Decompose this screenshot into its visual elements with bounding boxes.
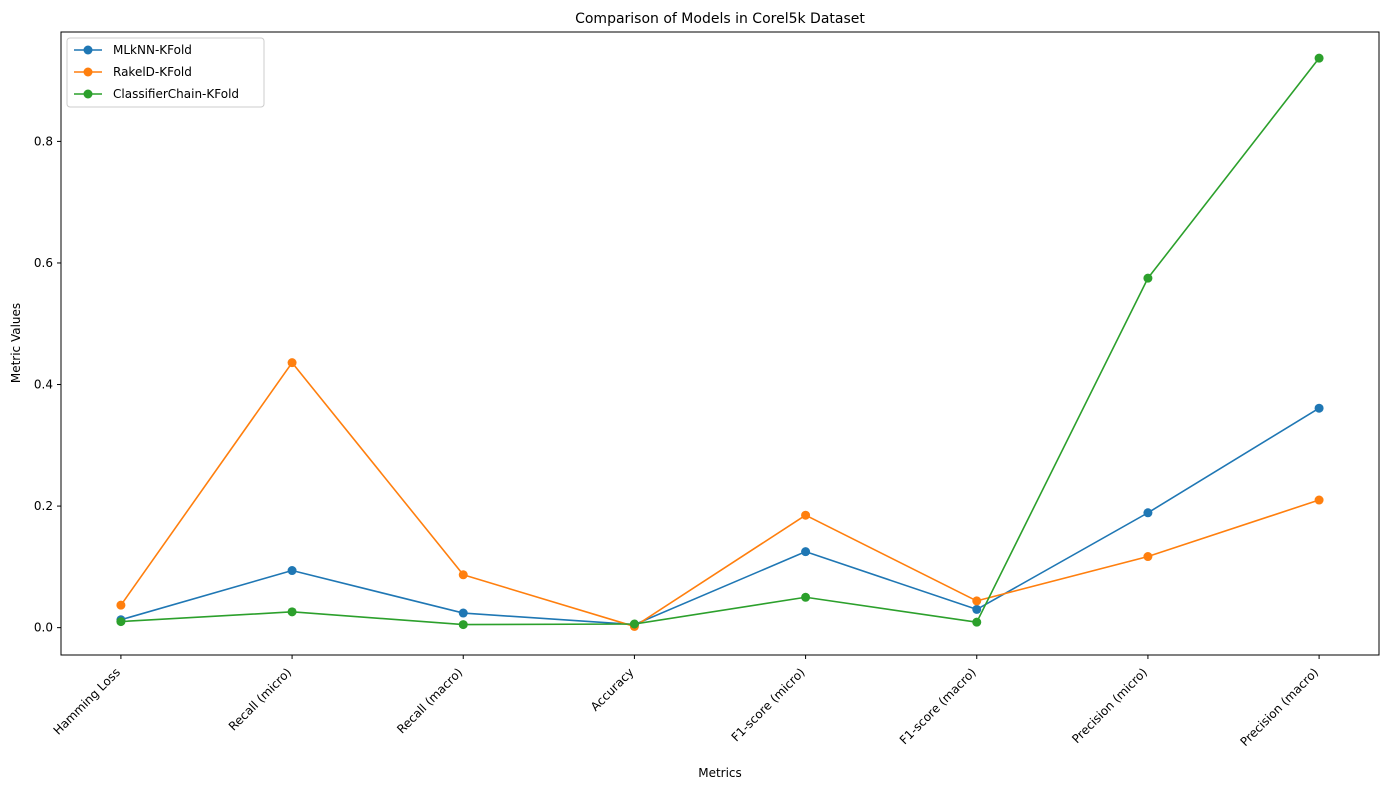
legend-label: MLkNN-KFold xyxy=(113,43,192,57)
y-tick-label: 0.0 xyxy=(34,621,53,635)
data-point xyxy=(1143,508,1153,518)
y-axis-label: Metric Values xyxy=(9,303,23,383)
data-point xyxy=(1314,403,1324,413)
data-point xyxy=(972,617,982,627)
data-point xyxy=(972,596,982,606)
series-line-0 xyxy=(120,407,1320,626)
data-point xyxy=(458,570,468,580)
series-line-1 xyxy=(120,361,1320,628)
data-point xyxy=(116,617,126,627)
y-tick-label: 0.8 xyxy=(34,134,53,148)
data-point xyxy=(458,620,468,630)
plot-markers xyxy=(116,53,1324,631)
plot-lines xyxy=(120,57,1320,628)
legend-label: RakelD-KFold xyxy=(113,65,192,79)
data-point xyxy=(116,600,126,610)
legend-swatch-marker xyxy=(83,89,93,99)
data-point xyxy=(629,619,639,629)
legend-label: ClassifierChain-KFold xyxy=(113,87,239,101)
data-point xyxy=(1143,273,1153,283)
legend-swatch-marker xyxy=(83,67,93,77)
plot-frame xyxy=(60,31,1380,656)
data-point xyxy=(287,358,297,368)
data-point xyxy=(801,510,811,520)
data-point xyxy=(1143,552,1153,562)
y-tick-label: 0.2 xyxy=(34,499,53,513)
y-tick-label: 0.6 xyxy=(34,256,53,270)
legend-swatch-marker xyxy=(83,45,93,55)
data-point xyxy=(287,566,297,576)
data-point xyxy=(1314,495,1324,505)
series-line-2 xyxy=(120,57,1320,626)
legend-items: MLkNN-KFold RakelD-KFold ClassifierChain-K… xyxy=(74,43,239,101)
data-point xyxy=(801,547,811,557)
data-point xyxy=(972,604,982,614)
data-point xyxy=(287,607,297,617)
data-point xyxy=(801,592,811,602)
data-point xyxy=(458,608,468,618)
y-tick-label: 0.4 xyxy=(34,378,53,392)
legend-box xyxy=(66,37,265,108)
y-axis-ticks: 0.0 0.2 0.4 0.6 0.8 xyxy=(34,134,61,635)
legend: MLkNN-KFold RakelD-KFold ClassifierChain-K… xyxy=(66,37,265,108)
x-axis-label: Metrics xyxy=(698,766,742,780)
chart-title: Comparison of Models in Corel5k Dataset xyxy=(575,11,865,27)
data-point xyxy=(1314,53,1324,63)
